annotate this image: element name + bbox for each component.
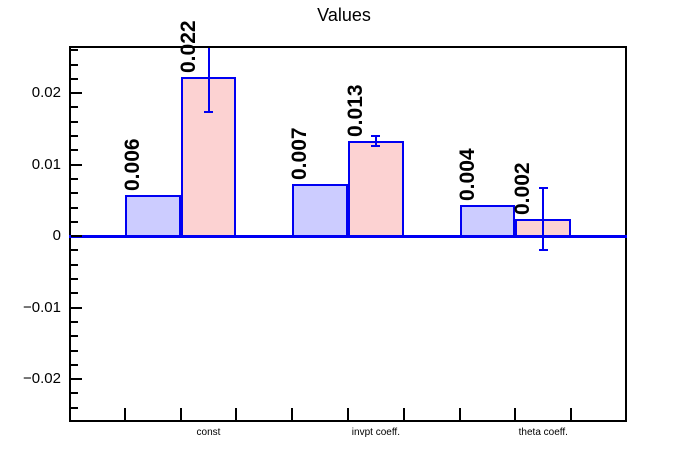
x-bin-tick: [123, 408, 126, 420]
y-tick-label: 0: [52, 227, 61, 245]
error-bar-cap: [371, 145, 381, 148]
y-minor-tick: [71, 77, 78, 80]
y-tick-label: 0.01: [31, 155, 61, 173]
y-tick-label: −0.02: [23, 370, 61, 388]
x-bin-tick: [514, 408, 517, 420]
error-bar: [542, 188, 545, 250]
error-bar-cap: [538, 248, 548, 251]
bar-value-label: 0.006: [120, 138, 144, 192]
y-minor-tick: [71, 106, 78, 109]
x-category-label: invpt coeff.: [351, 427, 400, 438]
y-minor-tick: [71, 406, 78, 409]
y-minor-tick: [71, 292, 78, 295]
y-major-tick: [71, 306, 82, 309]
y-major-tick: [71, 235, 82, 238]
y-minor-tick: [71, 320, 78, 323]
y-minor-tick: [71, 120, 78, 123]
y-tick-label: 0.02: [31, 84, 61, 102]
y-minor-tick: [71, 278, 78, 281]
bar-value-label: 0.022: [176, 20, 200, 73]
x-category-label: const: [196, 427, 221, 438]
error-bar: [374, 136, 377, 147]
x-bin-tick: [347, 408, 349, 420]
error-bar-cap: [538, 187, 548, 190]
bar-value-label: 0.007: [288, 127, 312, 180]
y-tick-label: −0.01: [23, 298, 61, 316]
zero-line: [69, 234, 627, 238]
y-minor-tick: [71, 349, 78, 352]
y-minor-tick: [71, 263, 78, 266]
bar: [459, 205, 516, 239]
error-bar-cap: [371, 135, 381, 138]
y-major-tick: [71, 378, 82, 381]
y-minor-tick: [71, 192, 78, 195]
x-category-label: theta coeff.: [518, 427, 568, 438]
bar-value-label: 0.002: [511, 162, 535, 215]
y-minor-tick: [71, 135, 78, 138]
y-minor-tick: [71, 335, 78, 338]
x-bin-tick: [402, 408, 405, 420]
bar: [348, 141, 404, 239]
y-minor-tick: [71, 63, 78, 66]
x-bin-tick: [570, 408, 573, 420]
y-minor-tick: [71, 206, 78, 209]
x-bin-tick: [291, 408, 294, 420]
y-minor-tick: [71, 392, 78, 395]
plot-frame: [69, 46, 627, 422]
y-major-tick: [71, 92, 82, 95]
x-bin-tick: [235, 408, 238, 420]
y-minor-tick: [71, 220, 78, 223]
x-bin-tick: [179, 408, 182, 420]
x-bin-tick: [458, 408, 461, 420]
bar: [124, 195, 181, 239]
bar: [292, 183, 348, 239]
bar-value-label: 0.013: [343, 84, 367, 138]
y-minor-tick: [71, 49, 78, 52]
y-major-tick: [71, 163, 82, 166]
bar-value-label: 0.004: [455, 148, 479, 202]
y-minor-tick: [71, 149, 78, 152]
error-bar-cap: [204, 111, 213, 114]
y-minor-tick: [71, 363, 78, 366]
chart-title: Values: [317, 5, 371, 25]
error-bar: [207, 48, 210, 113]
y-minor-tick: [71, 177, 78, 180]
y-minor-tick: [71, 249, 78, 252]
